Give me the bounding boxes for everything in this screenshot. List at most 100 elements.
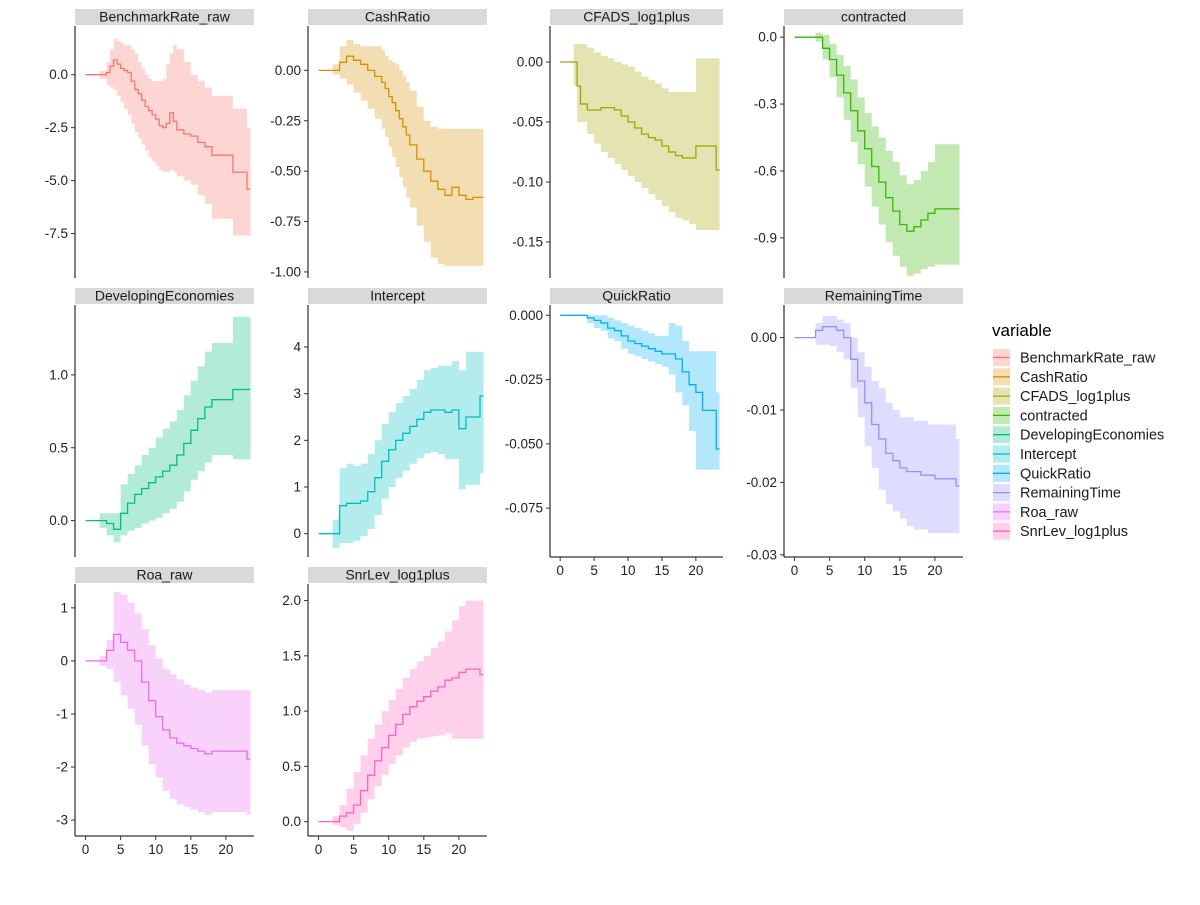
y-tick-label-developing-economies: 0.0 <box>49 513 68 528</box>
ribbon-developing-economies <box>85 316 251 543</box>
strip-remaining-time <box>784 288 963 304</box>
y-tick-label-quick-ratio: -0.075 <box>505 501 543 516</box>
y-tick-label-benchmark-rate-raw: -2.5 <box>45 120 68 135</box>
legend-item-remaining-time: RemainingTime <box>993 484 1121 502</box>
x-tick-label-roa-raw: 5 <box>117 842 125 857</box>
strip-label-benchmark-rate-raw: BenchmarkRate_raw <box>99 9 231 25</box>
y-tick-label-quick-ratio: -0.025 <box>505 372 543 387</box>
x-tick-label-roa-raw: 0 <box>82 842 90 857</box>
legend-label-remaining-time: RemainingTime <box>1020 486 1121 502</box>
y-tick-label-roa-raw: -3 <box>56 813 68 828</box>
strip-quick-ratio <box>550 288 723 304</box>
y-tick-label-remaining-time: -0.01 <box>746 403 777 418</box>
y-tick-label-snr-lev-log1plus: 0.0 <box>282 814 301 829</box>
y-tick-label-developing-economies: 1.0 <box>49 367 68 382</box>
legend-label-quick-ratio: QuickRatio <box>1020 466 1091 482</box>
line-remaining-time <box>794 326 960 487</box>
x-tick-label-remaining-time: 5 <box>826 563 834 578</box>
legend-item-contracted: contracted <box>993 406 1088 424</box>
x-tick-label-remaining-time: 15 <box>892 563 907 578</box>
x-tick-label-snr-lev-log1plus: 5 <box>350 842 358 857</box>
x-tick-label-snr-lev-log1plus: 0 <box>315 842 323 857</box>
strip-cash-ratio <box>308 9 487 25</box>
legend-item-developing-economies: DevelopingEconomies <box>993 426 1164 444</box>
y-tick-label-benchmark-rate-raw: 0.0 <box>49 67 68 82</box>
panel-contracted: contracted 0.0 -0.3 -0.6 -0.9 <box>754 9 963 278</box>
y-tick-label-cfads-log1plus: -0.10 <box>512 175 543 190</box>
y-tick-label-intercept: 3 <box>293 386 301 401</box>
y-tick-label-remaining-time: -0.03 <box>746 547 777 562</box>
x-tick-label-roa-raw: 15 <box>183 842 198 857</box>
panel-intercept: Intercept 0 1 2 3 4 <box>293 288 487 557</box>
panel-cfads-log1plus: CFADS_log1plus 0.00 -0.05 -0.10 -0.15 <box>512 9 723 278</box>
legend-item-roa-raw: Roa_raw <box>993 503 1079 521</box>
ribbon-cfads-log1plus <box>560 44 720 230</box>
y-tick-label-cash-ratio: -1.00 <box>270 264 301 279</box>
legend-label-cash-ratio: CashRatio <box>1020 370 1088 386</box>
legend: variable BenchmarkRate_raw CashRatio CFADS_… <box>992 321 1164 540</box>
y-tick-label-roa-raw: -1 <box>56 706 68 721</box>
legend-label-intercept: Intercept <box>1020 447 1076 463</box>
line-cfads-log1plus <box>560 61 720 171</box>
y-tick-label-snr-lev-log1plus: 2.0 <box>282 593 301 608</box>
legend-label-roa-raw: Roa_raw <box>1020 505 1079 521</box>
strip-label-cash-ratio: CashRatio <box>365 9 431 25</box>
y-tick-label-benchmark-rate-raw: -7.5 <box>45 226 68 241</box>
x-tick-label-quick-ratio: 5 <box>590 563 598 578</box>
x-tick-label-roa-raw: 20 <box>218 842 233 857</box>
line-benchmark-rate-raw <box>85 59 251 190</box>
legend-label-contracted: contracted <box>1020 408 1088 424</box>
y-tick-label-snr-lev-log1plus: 1.5 <box>282 648 301 663</box>
y-tick-label-remaining-time: -0.02 <box>746 475 777 490</box>
y-tick-label-intercept: 0 <box>293 526 301 541</box>
legend-label-benchmark-rate-raw: BenchmarkRate_raw <box>1020 351 1156 367</box>
y-tick-label-cfads-log1plus: -0.05 <box>512 115 543 130</box>
legend-item-intercept: Intercept <box>993 445 1076 463</box>
y-tick-label-contracted: 0.0 <box>758 30 777 45</box>
legend-label-developing-economies: DevelopingEconomies <box>1020 428 1164 444</box>
legend-label-snr-lev-log1plus: SnrLev_log1plus <box>1020 524 1128 540</box>
y-tick-label-snr-lev-log1plus: 0.5 <box>282 759 301 774</box>
y-tick-label-snr-lev-log1plus: 1.0 <box>282 704 301 719</box>
y-tick-label-cash-ratio: -0.50 <box>270 164 301 179</box>
ribbon-quick-ratio <box>560 315 720 470</box>
y-tick-label-cash-ratio: -0.75 <box>270 214 301 229</box>
y-tick-label-roa-raw: -2 <box>56 760 68 775</box>
y-tick-label-cfads-log1plus: 0.00 <box>517 55 543 70</box>
ribbon-snr-lev-log1plus <box>318 600 484 831</box>
strip-label-snr-lev-log1plus: SnrLev_log1plus <box>345 567 449 583</box>
ribbon-intercept <box>318 351 484 548</box>
x-tick-label-snr-lev-log1plus: 10 <box>381 842 396 857</box>
line-developing-economies <box>85 388 251 530</box>
y-tick-label-benchmark-rate-raw: -5.0 <box>45 173 68 188</box>
strip-label-roa-raw: Roa_raw <box>136 567 193 583</box>
strip-benchmark-rate-raw <box>75 9 254 25</box>
panel-snr-lev-log1plus: SnrLev_log1plus 0.0 0.5 1.0 1.5 2.0 0 5 10 15 20 <box>282 567 487 857</box>
x-tick-label-quick-ratio: 0 <box>556 563 564 578</box>
strip-cfads-log1plus <box>550 9 723 25</box>
strip-label-developing-economies: DevelopingEconomies <box>95 288 234 304</box>
legend-item-cash-ratio: CashRatio <box>993 368 1088 386</box>
x-tick-label-remaining-time: 0 <box>791 563 799 578</box>
y-tick-label-cfads-log1plus: -0.15 <box>512 235 543 250</box>
y-tick-label-contracted: -0.6 <box>754 163 777 178</box>
legend-item-cfads-log1plus: CFADS_log1plus <box>993 387 1130 405</box>
y-tick-label-cash-ratio: 0.00 <box>275 63 301 78</box>
y-tick-label-remaining-time: 0.00 <box>751 330 777 345</box>
strip-developing-economies <box>75 288 254 304</box>
strip-label-intercept: Intercept <box>370 288 425 304</box>
strip-label-quick-ratio: QuickRatio <box>602 288 671 304</box>
strip-roa-raw <box>75 567 254 583</box>
x-tick-label-snr-lev-log1plus: 20 <box>451 842 466 857</box>
x-tick-label-remaining-time: 20 <box>927 563 942 578</box>
strip-snr-lev-log1plus <box>308 567 487 583</box>
y-tick-label-roa-raw: 0 <box>60 653 68 668</box>
ribbon-benchmark-rate-raw <box>85 38 251 236</box>
strip-label-remaining-time: RemainingTime <box>825 288 923 304</box>
y-tick-label-cash-ratio: -0.25 <box>270 113 301 128</box>
legend-item-benchmark-rate-raw: BenchmarkRate_raw <box>993 349 1156 367</box>
x-tick-label-remaining-time: 10 <box>857 563 872 578</box>
legend-title: variable <box>992 321 1052 340</box>
x-tick-label-snr-lev-log1plus: 15 <box>416 842 431 857</box>
